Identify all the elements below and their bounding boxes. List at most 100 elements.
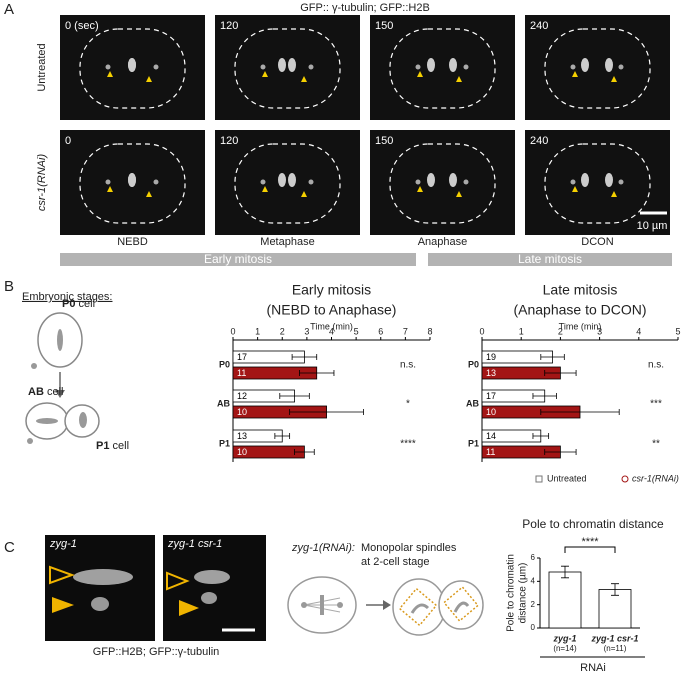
- time-label: 240: [530, 135, 548, 147]
- n-label: 10: [237, 407, 247, 417]
- chromatin: [581, 58, 589, 72]
- stage-label: Anaphase: [418, 236, 468, 248]
- embryo-outline: [544, 143, 651, 224]
- image-label: zyg-1 csr-1: [167, 538, 222, 550]
- category-note: (n=14): [553, 644, 577, 653]
- x-tick-label: 0: [230, 326, 235, 336]
- arrowhead: [262, 71, 268, 77]
- spindle: [57, 329, 63, 351]
- time-label: 150: [375, 20, 393, 32]
- micrograph: [525, 130, 670, 235]
- pole: [91, 597, 109, 611]
- chromatin: [278, 58, 286, 72]
- centrosome: [105, 64, 111, 70]
- micrograph: [215, 15, 360, 120]
- centrosome: [463, 179, 469, 185]
- legend-label: csr-1(RNAi): [632, 473, 679, 483]
- dotted-box: [398, 587, 438, 627]
- polar-body: [27, 438, 33, 444]
- centrosome: [260, 179, 266, 185]
- time-label: 0: [65, 135, 71, 147]
- n-label: 13: [237, 431, 247, 441]
- arrowhead: [417, 71, 423, 77]
- chromatin: [605, 58, 613, 72]
- y-tick-label: 6: [531, 553, 536, 562]
- embryo-outline: [79, 143, 186, 224]
- micrograph: [370, 15, 515, 120]
- arrowhead-open: [49, 565, 75, 585]
- cell-label: P0 cell: [62, 298, 95, 310]
- chromatin: [449, 173, 457, 187]
- scheme-note: at 2-cell stage: [361, 556, 429, 568]
- error-bar: [279, 393, 310, 399]
- pole: [301, 602, 307, 608]
- chart-subtitle: (NEBD to Anaphase): [267, 302, 397, 318]
- error-bar: [289, 409, 364, 415]
- embryo-outline: [79, 28, 186, 109]
- category-label: AB: [466, 398, 479, 408]
- arrow-head: [55, 390, 65, 398]
- significance: ***: [650, 399, 662, 410]
- n-label: 13: [486, 368, 496, 378]
- n-label: 11: [237, 368, 246, 378]
- category-label: P1: [219, 438, 230, 448]
- significance: n.s.: [648, 360, 664, 371]
- phase-label: Early mitosis: [204, 252, 272, 266]
- n-label: 14: [486, 431, 496, 441]
- x-tick-label: 5: [675, 326, 680, 336]
- embryo-outline: [389, 143, 496, 224]
- spindle: [36, 418, 58, 424]
- centrosome: [153, 64, 159, 70]
- micrograph: [163, 535, 266, 641]
- x-tick-label: 5: [354, 326, 359, 336]
- centrosome: [618, 64, 624, 70]
- bar: [598, 589, 632, 629]
- category-label: P0: [468, 359, 479, 369]
- chromatin: [288, 173, 296, 187]
- chart-title: Pole to chromatin distance: [522, 517, 664, 531]
- centrosome: [308, 64, 314, 70]
- stage-label: NEBD: [117, 236, 148, 248]
- chart-subtitle: (Anaphase to DCON): [513, 302, 646, 318]
- dotted-box: [443, 586, 479, 622]
- error-bar: [532, 393, 557, 399]
- arrowhead: [301, 76, 307, 82]
- y-axis-label: distance (µm): [518, 563, 529, 624]
- polar-body: [31, 363, 37, 369]
- image-label: zyg-1: [49, 538, 77, 550]
- arrowhead: [611, 191, 617, 197]
- scale-label: 10 µm: [637, 220, 668, 232]
- chromatin: [427, 173, 435, 187]
- panel-label: A: [4, 1, 14, 18]
- x-tick-label: 8: [427, 326, 432, 336]
- embryo-outline: [389, 28, 496, 109]
- monopolar-spindle: [453, 601, 470, 613]
- error-bar: [611, 583, 619, 596]
- chromatin: [288, 58, 296, 72]
- significance: n.s.: [400, 360, 416, 371]
- x-tick-label: 4: [636, 326, 641, 336]
- panel-title: GFP:: γ-tubulin; GFP::H2B: [300, 2, 430, 14]
- n-label: 17: [237, 352, 247, 362]
- x-tick-label: zyg-1: [552, 633, 576, 643]
- centrosome: [570, 179, 576, 185]
- arrowhead: [417, 186, 423, 192]
- significance: ****: [400, 439, 416, 450]
- cell-word: cell: [79, 298, 96, 310]
- error-bar: [540, 409, 620, 415]
- panel-label: B: [4, 278, 14, 295]
- pole: [337, 602, 343, 608]
- error-bar: [299, 370, 335, 376]
- y-axis-label: Pole to chromatin: [506, 554, 517, 632]
- x-tick-label: 2: [558, 326, 563, 336]
- n-label: 10: [486, 407, 496, 417]
- x-tick-label: 7: [403, 326, 408, 336]
- y-tick-label: 0: [531, 623, 536, 632]
- time-label: 0 (sec): [65, 20, 99, 32]
- stage-label: DCON: [581, 236, 613, 248]
- category-label: P0: [219, 359, 230, 369]
- micrograph: [215, 130, 360, 235]
- error-bar: [294, 449, 315, 455]
- error-bar: [540, 354, 565, 360]
